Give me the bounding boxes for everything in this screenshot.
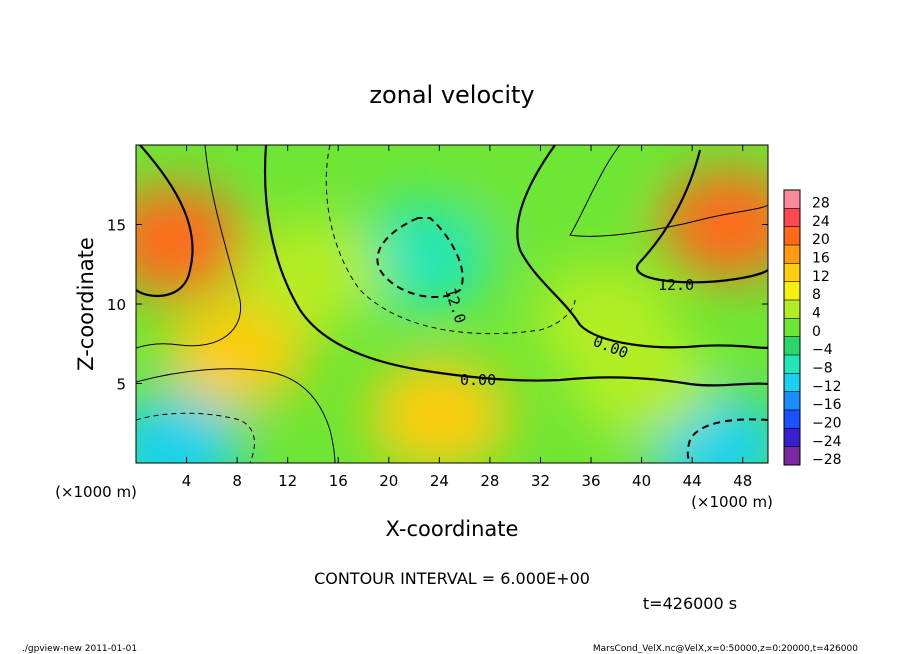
colorbar-segment — [784, 318, 800, 338]
colorbar-label: 20 — [812, 232, 830, 248]
y-tick-label: 5 — [116, 376, 126, 394]
colorbar-label: −16 — [812, 397, 842, 413]
contour-minus-twelve-lower-right — [686, 418, 768, 463]
x-tick-label: 36 — [581, 472, 600, 490]
y-tick-label: 10 — [107, 296, 126, 314]
colorbar-label: 0 — [812, 324, 821, 340]
field-blob — [369, 360, 510, 463]
x-tick-label: 40 — [632, 472, 651, 490]
x-tick-label: 24 — [430, 472, 449, 490]
x-tick-label: 44 — [683, 472, 702, 490]
contour-zero-lower — [263, 145, 768, 387]
contour-six-right — [569, 145, 768, 237]
colorbar-label: −24 — [812, 434, 842, 450]
time-text: t=426000 s — [643, 594, 737, 613]
field-blob — [167, 296, 308, 407]
footer-right: MarsCond_VelX.nc@VelX,x=0:50000,z=0:2000… — [593, 644, 858, 654]
contour-label: 0.00 — [460, 371, 496, 389]
x-tick-label: 8 — [232, 472, 242, 490]
contour-minus-six — [325, 145, 576, 335]
contour-lines — [136, 145, 768, 463]
x-axis-label: X-coordinate — [386, 517, 519, 541]
field-blob — [136, 185, 244, 296]
footer-left: ./gpview-new 2011-01-01 — [22, 644, 137, 654]
field-blob — [660, 169, 768, 280]
colorbar-segment — [784, 208, 800, 228]
contour-interval-text: CONTOUR INTERVAL = 6.000E+00 — [314, 569, 590, 588]
x-tick-label: 20 — [379, 472, 398, 490]
chart-title: zonal velocity — [369, 81, 534, 109]
colorbar-segment — [784, 446, 800, 466]
field-blob — [136, 392, 244, 463]
y-tick-label: 15 — [107, 217, 126, 235]
color-field — [136, 145, 768, 463]
field-blob — [350, 201, 491, 312]
colorbar-label: −8 — [812, 360, 833, 376]
x-tick-label: 12 — [278, 472, 297, 490]
plot-area: 12.0 0.00 0.00 12.0 — [136, 145, 768, 463]
colorbar-label: −28 — [812, 452, 842, 468]
colorbar-segment — [784, 428, 800, 448]
colorbar-segment — [784, 281, 800, 301]
x-axis: 4 8 12 16 20 24 28 32 36 40 44 48 — [182, 145, 752, 490]
colorbar-segment — [784, 373, 800, 393]
colorbar-segment — [784, 336, 800, 356]
contour-minus-six-lower-left — [136, 412, 255, 463]
x-tick-label: 28 — [480, 472, 499, 490]
x-tick-label: 4 — [182, 472, 192, 490]
x-tick-label: 32 — [531, 472, 550, 490]
colorbar-label: 16 — [812, 250, 830, 266]
colorbar-segment — [784, 226, 800, 246]
colorbar-label: 4 — [812, 305, 821, 321]
colorbar-segment — [784, 190, 800, 209]
colorbar-segment — [784, 391, 800, 411]
contour-thin-lower-left — [136, 368, 336, 463]
colorbar-segment — [784, 410, 800, 429]
field-blob — [242, 217, 383, 328]
x-tick-label: 16 — [329, 472, 348, 490]
colorbar-label: 28 — [812, 195, 830, 211]
colorbar-label: 12 — [812, 269, 830, 285]
colorbar: 28 24 20 16 12 8 4 0 −4 −8 −12 −16 −20 −24 −28 — [783, 189, 842, 468]
colorbar-segment — [784, 300, 800, 319]
y-axis-label: Z-coordinate — [74, 237, 98, 371]
colorbar-label: 24 — [812, 214, 830, 230]
y-axis: 5 10 15 — [107, 217, 768, 394]
colorbar-label: −4 — [812, 342, 833, 358]
colorbar-label: −20 — [812, 415, 842, 431]
contour-minus-twelve — [376, 217, 464, 298]
field-blob — [483, 145, 624, 248]
contour-twelve-right — [635, 149, 768, 284]
x-unit-label-right: (×1000 m) — [691, 493, 773, 511]
colorbar-label: 8 — [812, 287, 821, 303]
colorbar-segment — [784, 355, 800, 374]
x-tick-label: 48 — [733, 472, 752, 490]
field-blob — [533, 264, 674, 375]
colorbar-segment — [784, 245, 800, 264]
contour-zero-right — [516, 145, 768, 350]
contour-six-left — [136, 145, 242, 349]
contour-twelve-left — [136, 145, 194, 298]
colorbar-label: −12 — [812, 379, 842, 395]
x-unit-label-left: (×1000 m) — [55, 483, 137, 501]
contour-label: 12.0 — [658, 276, 694, 294]
colorbar-segment — [784, 263, 800, 283]
